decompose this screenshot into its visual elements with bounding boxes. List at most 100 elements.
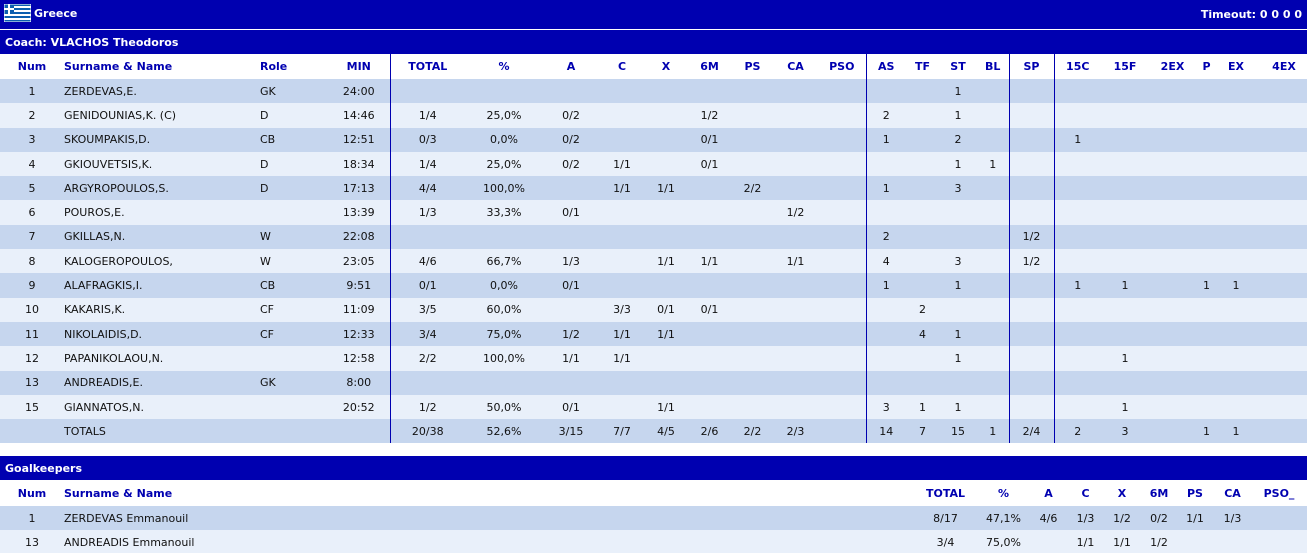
player-row-cell xyxy=(1217,79,1255,103)
player-row-cell: 12:51 xyxy=(342,133,375,147)
col-header-ex: EX xyxy=(1228,60,1244,73)
player-row: 4 GKIOUVETSIS,K. D 18:34 1/4 25,0% 0/2 1/1 0/1 1 1 xyxy=(0,151,1307,177)
player-row-cell: W xyxy=(260,230,271,244)
player-row-cell: GENIDOUNIAS,K. (C) xyxy=(64,108,177,122)
player-row-cell xyxy=(1149,225,1196,249)
player-row-cell: SKOUMPAKIS,D. xyxy=(64,133,151,147)
player-row-cell: 1 xyxy=(1121,351,1129,365)
player-row-cell xyxy=(1053,370,1101,395)
player-row-cell xyxy=(1101,103,1149,127)
player-row-cell: 2 xyxy=(865,103,906,128)
totals-row-cell xyxy=(1255,419,1307,443)
player-row-cell xyxy=(1008,346,1054,371)
player-row-cell xyxy=(773,298,818,322)
player-row-cell: 75,0% xyxy=(486,327,522,341)
player-row-cell: ALAFRAGKIS,I. xyxy=(64,279,143,293)
player-row-cell xyxy=(1149,273,1196,297)
player-row-cell: 18:34 xyxy=(342,157,375,171)
player-row-cell xyxy=(977,395,1009,419)
player-row-cell: 1/3 xyxy=(562,254,580,268)
col-header-c: C xyxy=(617,60,627,73)
totals-row-cell: 7 xyxy=(919,424,926,438)
player-row-cell: 1 xyxy=(954,400,962,414)
player-row-cell: 2 xyxy=(865,224,906,250)
player-row: 1 ZERDEVAS,E. GK 24:00 1 xyxy=(0,79,1307,104)
player-row-cell xyxy=(1053,151,1101,177)
player-row-cell xyxy=(260,395,328,419)
player-row-cell: 1/1 xyxy=(700,254,719,268)
goalkeeper-row-cell: 1 xyxy=(28,511,36,525)
player-row: 3 SKOUMPAKIS,D. CB 12:51 0/3 0,0% 0/2 0/1 1 2 1 xyxy=(0,127,1307,152)
col-header-a: A xyxy=(566,60,576,73)
player-row: 5 ARGYROPOULOS,S. D 17:13 4/4 100,0% 1/1 1/1 2/2… xyxy=(0,176,1307,201)
player-row-cell: KAKARIS,K. xyxy=(64,303,126,317)
player-row-cell xyxy=(865,151,906,177)
player-row-cell xyxy=(818,176,866,200)
totals-row-cell: TOTALS xyxy=(64,424,106,438)
player-row-cell xyxy=(1255,322,1307,346)
player-row: 11 NIKOLAIDIS,D. CF 12:33 3/4 75,0% 1/2 1/1 1/1 4… xyxy=(0,321,1307,347)
player-row-cell: 60,0% xyxy=(486,303,522,317)
goalkeeper-row-cell: 1/1 xyxy=(1113,535,1131,549)
player-row-cell xyxy=(865,297,906,322)
player-row-cell xyxy=(818,152,866,176)
player-row-cell: 9:51 xyxy=(346,279,372,293)
totals-row-cell: 2/3 xyxy=(786,424,805,438)
player-row-cell xyxy=(1053,103,1101,128)
player-row-cell: 20:52 xyxy=(342,400,375,414)
player-row-cell xyxy=(687,346,732,370)
player-row-cell xyxy=(818,322,866,346)
player-row-cell xyxy=(1053,394,1101,420)
player-row-cell: 1/1 xyxy=(657,254,675,268)
goalkeepers-header-row: Num Surname & Name TOTAL % A C X 6M PS C… xyxy=(0,480,1307,506)
col-header-min: MIN xyxy=(346,60,371,73)
player-row-cell xyxy=(906,346,939,370)
player-row-cell xyxy=(1149,200,1196,224)
player-row-cell xyxy=(818,371,866,395)
player-row-cell: 0/1 xyxy=(562,206,580,220)
player-row-cell xyxy=(1149,322,1196,346)
player-row-cell: 1/1 xyxy=(613,327,631,341)
goalkeeper-row-cell: 1/1 xyxy=(1076,535,1095,549)
col-header-ca: CA xyxy=(787,60,804,73)
player-row-cell: 15 xyxy=(25,400,39,414)
player-row-cell: 25,0% xyxy=(486,108,522,122)
player-row: 6 POUROS,E. 13:39 1/3 33,3% 0/1 1/2 xyxy=(0,200,1307,225)
player-row-cell xyxy=(1053,224,1101,250)
player-row-cell xyxy=(687,225,732,249)
player-row-cell xyxy=(732,298,773,322)
player-row-cell: 2/2 xyxy=(743,181,762,195)
player-row-cell: 3/5 xyxy=(389,297,465,322)
totals-row-cell: 1 xyxy=(1203,424,1210,438)
player-row-cell xyxy=(977,249,1009,273)
player-row-cell: GIANNATOS,N. xyxy=(64,400,145,414)
player-row-cell: 2 xyxy=(28,108,36,122)
player-row-cell xyxy=(818,103,866,127)
player-row-cell xyxy=(1053,200,1101,225)
player-row-cell xyxy=(977,371,1009,395)
player-row-cell: 33,3% xyxy=(486,206,522,220)
player-row-cell: 1/4 xyxy=(389,151,465,177)
player-row-cell xyxy=(773,128,818,152)
player-row-cell: 50,0% xyxy=(486,400,522,414)
gk-col-header-ps: PS xyxy=(1187,486,1203,500)
player-row-cell: KALOGEROPOULOS, xyxy=(64,254,173,268)
player-row-cell xyxy=(818,249,866,273)
player-row-cell xyxy=(1196,298,1217,322)
player-row-cell xyxy=(1255,128,1307,152)
player-row-cell: GK xyxy=(260,376,276,390)
player-row-cell xyxy=(1149,152,1196,176)
player-row-cell xyxy=(977,103,1009,127)
player-row-cell xyxy=(1255,371,1307,395)
player-row-cell: 3 xyxy=(28,133,36,147)
totals-row-cell: 52,6% xyxy=(486,424,522,438)
player-row-cell xyxy=(645,128,687,152)
totals-row-cell: 2/2 xyxy=(743,424,762,438)
player-row-cell: 1 xyxy=(1121,400,1129,414)
player-row-cell xyxy=(599,79,645,103)
player-row-cell xyxy=(977,322,1009,346)
col-header-15f: 15F xyxy=(1113,60,1137,73)
player-row-cell xyxy=(1008,79,1054,104)
player-row-cell xyxy=(977,79,1009,103)
player-row-cell xyxy=(599,371,645,395)
